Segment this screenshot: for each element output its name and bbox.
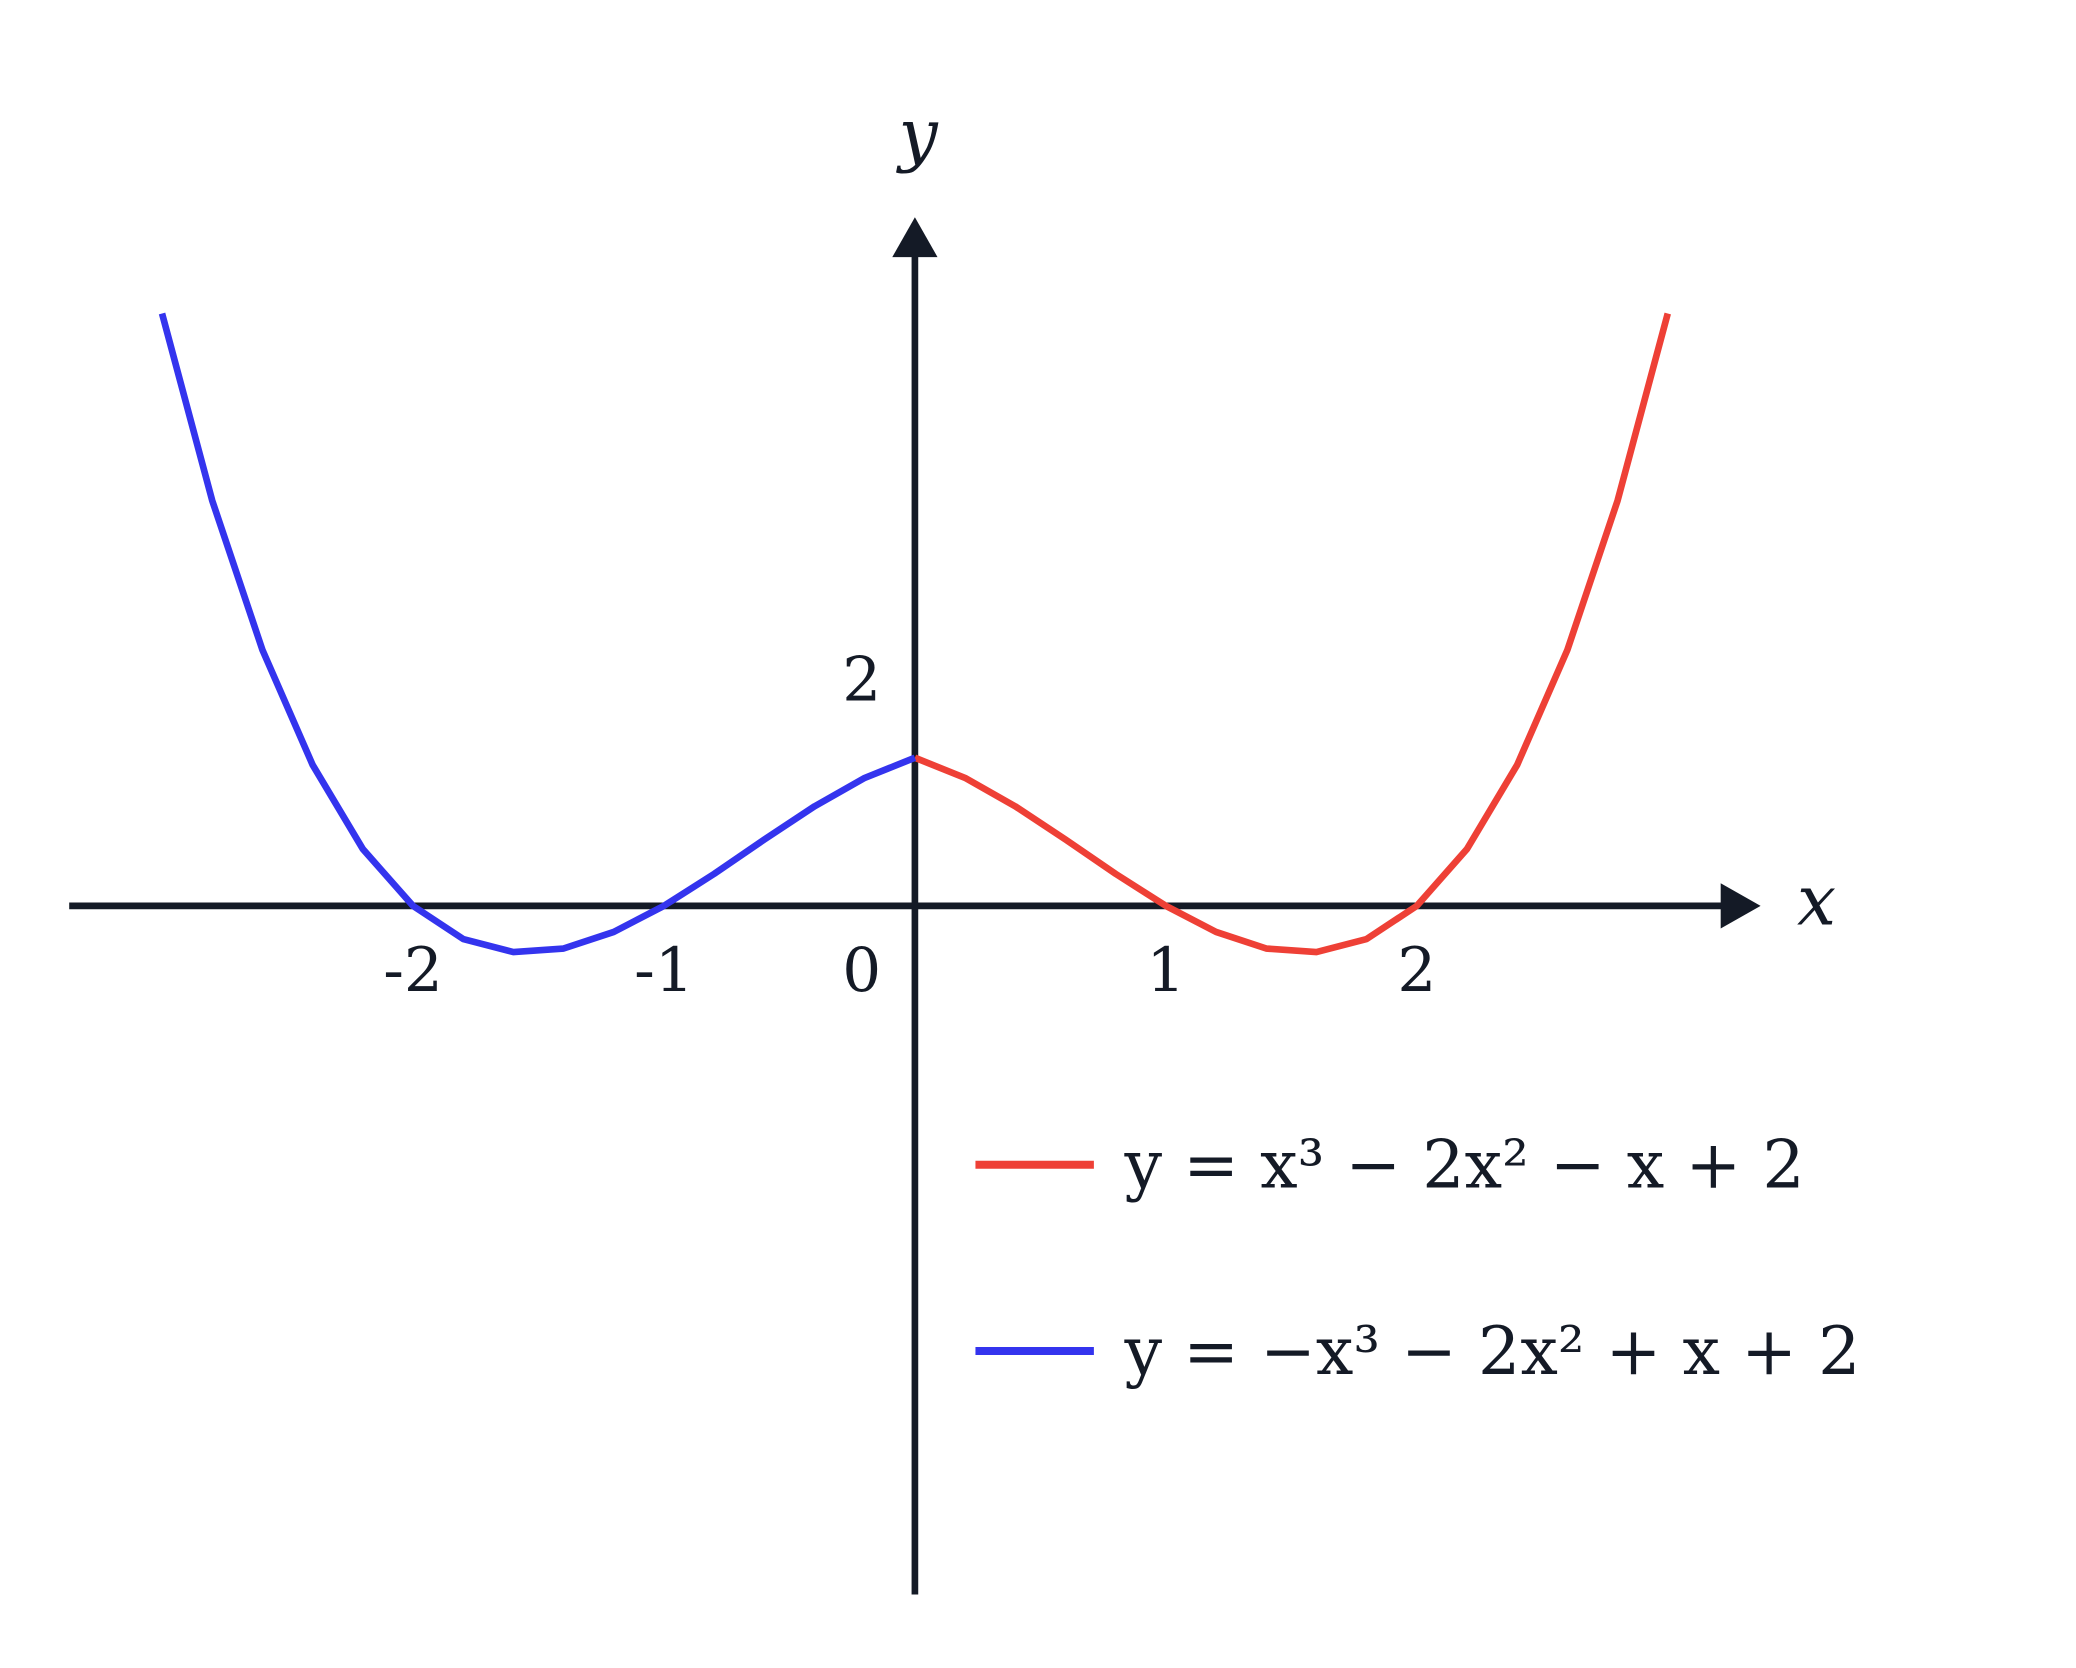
x-tick-label: -1 (634, 935, 694, 1006)
x-tick-label: 2 (1397, 935, 1436, 1006)
x-tick-label: 1 (1146, 935, 1185, 1006)
legend-label: y = −x³ − 2x² + x + 2 (1124, 1312, 1861, 1390)
legend-label: y = x³ − 2x² − x + 2 (1124, 1126, 1805, 1204)
y-axis-arrow (892, 217, 938, 258)
y-tick-label: 2 (842, 645, 881, 716)
y-axis-label: y (896, 95, 939, 175)
x-tick-label: -2 (383, 935, 443, 1006)
series-line (913, 312, 1671, 956)
x-tick-label: 0 (842, 935, 881, 1006)
x-axis-label: x (1797, 862, 1836, 942)
series-line (158, 312, 917, 956)
x-axis-arrow (1720, 883, 1761, 929)
